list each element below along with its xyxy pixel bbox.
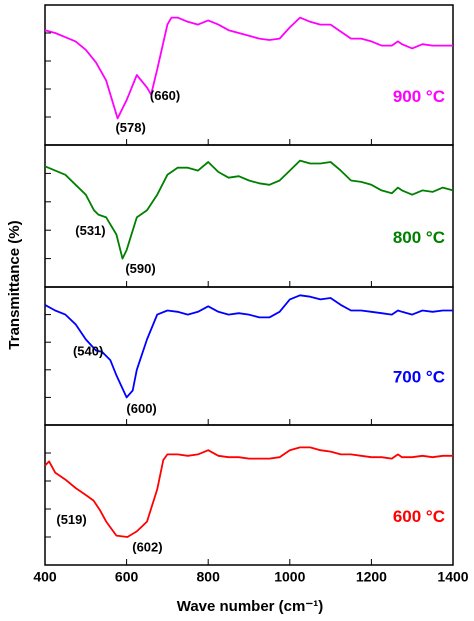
x-axis-label: Wave number (cm⁻¹)	[177, 598, 324, 615]
peak-label: (660)	[150, 88, 180, 103]
panel-title: 700 °C	[393, 368, 445, 387]
panel-frame	[44, 424, 454, 566]
y-axis-label: Transmittance (%)	[6, 220, 23, 349]
x-tick-label: 1000	[274, 569, 305, 585]
spectrum-line	[44, 446, 453, 538]
peak-label: (540)	[73, 343, 103, 358]
peak-label: (602)	[132, 539, 162, 554]
spectrum-line	[44, 16, 453, 120]
peak-label: (590)	[125, 261, 155, 276]
spectrum-line	[44, 159, 454, 260]
x-tick-label: 1200	[356, 569, 387, 585]
x-tick-label: 600	[115, 569, 139, 585]
peak-label: (578)	[115, 120, 145, 135]
x-tick-label: 400	[33, 569, 57, 585]
peak-label: (531)	[75, 223, 105, 238]
panel-title: 600 °C	[393, 507, 445, 526]
peak-label: (600)	[126, 401, 156, 416]
x-tick-label: 800	[197, 569, 221, 585]
peak-label: (519)	[56, 512, 86, 527]
panel-title: 900 °C	[393, 87, 445, 106]
panel-title: 800 °C	[393, 228, 445, 247]
panel-frame	[44, 144, 454, 288]
panel-frame	[44, 4, 454, 146]
spectrum-line	[44, 294, 453, 399]
x-tick-label: 1400	[437, 569, 468, 585]
